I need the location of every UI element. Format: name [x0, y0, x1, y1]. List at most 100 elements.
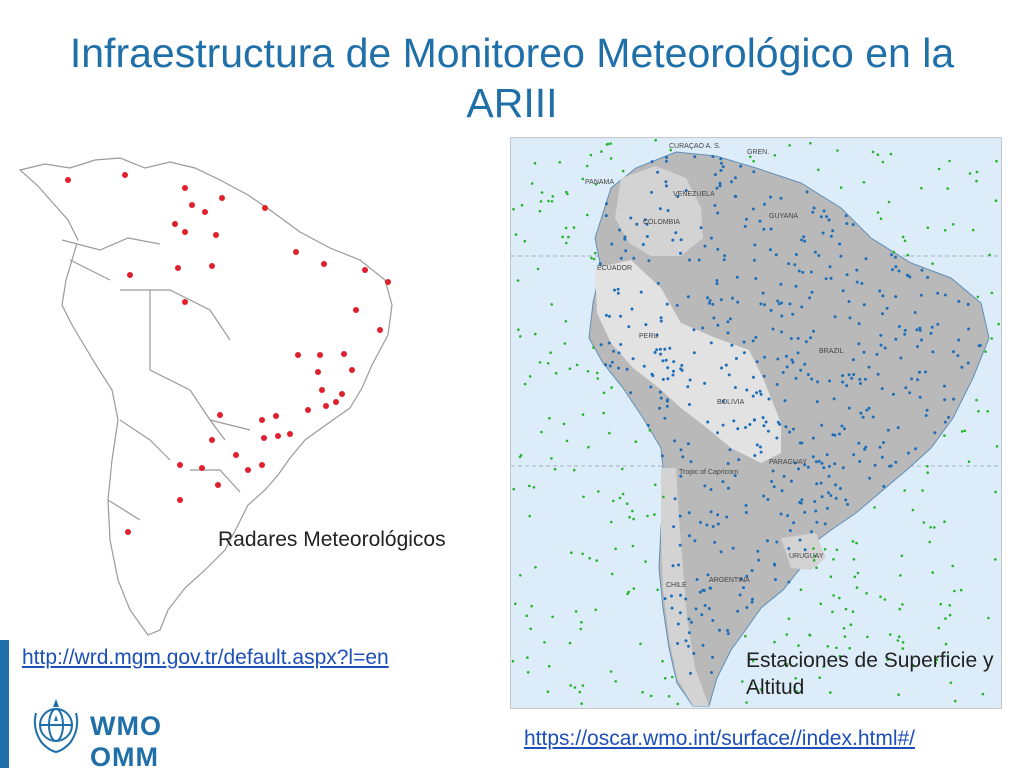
land-station-marker — [797, 467, 800, 471]
land-station-marker — [903, 328, 907, 332]
sea-station-marker — [669, 148, 672, 152]
sea-station-marker — [994, 490, 997, 494]
land-station-marker — [947, 415, 951, 419]
land-station-marker — [904, 386, 908, 390]
land-station-marker — [773, 562, 776, 566]
sea-station-marker — [609, 157, 613, 160]
sea-station-marker — [592, 257, 596, 261]
sea-station-marker — [812, 547, 815, 550]
land-station-marker — [671, 564, 675, 568]
land-station-marker — [918, 370, 921, 374]
radar-marker — [261, 435, 267, 441]
land-station-marker — [831, 229, 835, 233]
sea-station-marker — [888, 633, 892, 636]
radar-marker — [245, 467, 251, 473]
land-station-marker — [966, 361, 970, 365]
land-station-marker — [716, 247, 720, 251]
land-station-marker — [844, 498, 848, 502]
station-caption: Estaciones de Superficie y Altitud — [746, 649, 994, 700]
sea-station-marker — [788, 144, 791, 147]
sea-station-marker — [570, 551, 573, 554]
radar-marker — [339, 391, 345, 397]
land-station-marker — [726, 320, 730, 324]
sea-station-marker — [988, 253, 991, 257]
land-station-marker — [673, 439, 677, 443]
land-station-marker — [672, 369, 675, 373]
sea-station-marker — [565, 241, 568, 245]
land-station-marker — [863, 377, 867, 381]
land-station-marker — [721, 165, 725, 169]
sea-station-marker — [549, 351, 552, 354]
land-station-marker — [689, 671, 692, 675]
sea-station-marker — [901, 235, 905, 239]
land-station-marker — [718, 181, 722, 185]
land-station-marker — [841, 380, 845, 384]
land-station-marker — [828, 265, 832, 269]
land-station-marker — [799, 368, 803, 372]
sea-station-marker — [546, 362, 550, 365]
land-station-marker — [918, 328, 922, 332]
sea-station-marker — [855, 586, 859, 589]
sea-station-marker — [750, 682, 753, 686]
land-station-marker — [758, 389, 762, 393]
land-station-marker — [688, 378, 692, 382]
sea-station-marker — [540, 430, 543, 434]
land-station-marker — [806, 373, 810, 376]
sea-station-marker — [849, 623, 853, 626]
land-station-marker — [627, 325, 631, 329]
sea-station-marker — [610, 386, 613, 389]
land-station-marker — [790, 358, 794, 362]
accent-bar — [0, 640, 9, 768]
land-station-marker — [690, 620, 693, 624]
sea-station-marker — [795, 690, 799, 693]
sea-station-marker — [954, 699, 957, 703]
sea-station-marker — [879, 595, 882, 599]
land-station-marker — [925, 408, 929, 412]
land-station-marker — [665, 404, 669, 408]
radar-marker — [323, 403, 329, 409]
sea-station-marker — [526, 671, 530, 674]
sea-station-marker — [951, 564, 954, 568]
radar-marker — [315, 369, 321, 375]
radar-source-link[interactable]: http://wrd.mgm.gov.tr/default.aspx?l=en — [22, 646, 389, 669]
land-station-marker — [666, 377, 670, 381]
land-station-marker — [639, 290, 643, 294]
sea-station-marker — [575, 363, 579, 367]
sea-station-marker — [901, 647, 905, 650]
land-station-marker — [810, 530, 813, 534]
land-station-marker — [703, 484, 707, 488]
land-station-marker — [918, 395, 922, 399]
land-station-marker — [899, 356, 903, 360]
land-station-marker — [776, 357, 780, 361]
sea-station-marker — [610, 572, 614, 576]
land-station-marker — [709, 488, 713, 491]
land-station-marker — [855, 280, 859, 284]
land-station-marker — [607, 341, 611, 345]
land-station-marker — [943, 384, 946, 388]
sea-station-marker — [817, 168, 820, 172]
land-station-marker — [739, 577, 743, 581]
sea-station-marker — [839, 186, 843, 189]
sea-station-marker — [744, 634, 747, 638]
land-station-marker — [860, 282, 864, 285]
land-station-marker — [894, 255, 897, 259]
land-station-marker — [879, 333, 883, 337]
sea-station-marker — [534, 566, 537, 569]
oscar-source-link[interactable]: https://oscar.wmo.int/surface//index.htm… — [524, 727, 916, 750]
sea-station-marker — [563, 342, 567, 345]
land-station-marker — [833, 462, 837, 466]
land-station-marker — [879, 343, 883, 347]
land-station-marker — [679, 474, 683, 478]
land-station-marker — [692, 328, 696, 332]
sea-station-marker — [975, 170, 979, 174]
sea-station-marker — [547, 199, 550, 203]
land-station-marker — [632, 256, 636, 260]
land-station-marker — [787, 262, 791, 266]
sea-station-marker — [538, 209, 542, 213]
land-station-marker — [885, 306, 889, 310]
land-station-marker — [695, 578, 699, 581]
land-station-marker — [897, 269, 901, 273]
land-station-marker — [716, 513, 720, 517]
sea-station-marker — [747, 655, 751, 658]
sea-station-marker — [536, 267, 540, 271]
